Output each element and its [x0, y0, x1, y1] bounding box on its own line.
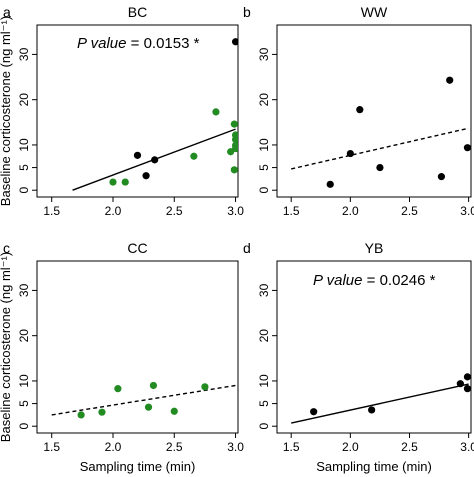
data-point — [310, 408, 318, 416]
data-point — [230, 166, 238, 174]
data-point — [356, 106, 364, 114]
x-tick-label: 2.0 — [105, 440, 122, 454]
regression-line — [51, 384, 236, 416]
data-point — [437, 173, 446, 181]
data-point — [368, 406, 376, 414]
x-tick-label: 1.5 — [43, 204, 60, 218]
p-value-annotation: P value = 0.0246 * — [313, 272, 436, 289]
data-point — [230, 120, 238, 128]
panel-letter: d — [243, 240, 251, 256]
data-point — [190, 152, 198, 160]
plot-frame — [36, 24, 239, 198]
x-tick-label: 2.5 — [166, 204, 183, 218]
x-tick-label: 1.5 — [283, 204, 300, 218]
y-tick-label: 20 — [17, 93, 31, 107]
panel-letter: a — [3, 4, 11, 20]
y-tick-label: 20 — [17, 329, 31, 343]
data-point — [77, 411, 85, 419]
y-tick-label: 0 — [17, 423, 31, 430]
y-tick-label: 5 — [17, 164, 31, 171]
data-point — [170, 407, 178, 415]
y-tick-label: 10 — [257, 138, 271, 152]
panel-d: d YB 1.5 2.0 2.5 3.0 0 5 10 20 30 P value = 0.0246 … — [243, 240, 474, 454]
y-tick-label: 0 — [257, 187, 271, 194]
data-point — [231, 141, 238, 149]
panel-title: YB — [365, 240, 384, 256]
panel-title: CC — [127, 240, 147, 256]
x-tick-label: 1.5 — [283, 440, 300, 454]
x-tick-label: 2.5 — [401, 204, 418, 218]
data-point — [144, 403, 153, 411]
y-tick-label: 5 — [257, 164, 271, 171]
data-point — [212, 108, 220, 116]
p-value-annotation: P value = 0.0153 * — [77, 35, 200, 52]
data-point — [456, 380, 464, 388]
panel-a: a BC 1.5 2.0 2.5 3.0 0 5 10 20 30 P value = 0.0153 … — [3, 4, 244, 218]
x-tick-label: 3.0 — [227, 204, 244, 218]
y-tick-label: 5 — [17, 400, 31, 407]
panel-title: BC — [128, 4, 147, 20]
x-tick-label: 2.0 — [105, 204, 122, 218]
x-tick-label: 3.0 — [227, 440, 244, 454]
y-tick-label: 10 — [17, 374, 31, 388]
data-point — [201, 383, 209, 391]
regression-line — [291, 127, 469, 170]
plot-frame — [276, 24, 472, 198]
x-tick-label: 2.0 — [342, 440, 359, 454]
y-tick-label: 10 — [17, 138, 31, 152]
plot-frame — [36, 260, 239, 434]
data-point — [151, 156, 159, 164]
data-point — [231, 38, 238, 46]
panel-title: WW — [361, 4, 388, 20]
y-tick-label: 10 — [257, 374, 271, 388]
y-tick-label: 30 — [17, 283, 31, 297]
data-point — [109, 178, 117, 186]
panel-letter: b — [243, 4, 251, 20]
y-axis-title-top: Baseline corticosterone (ng ml⁻¹) — [0, 16, 13, 206]
x-tick-label: 2.0 — [342, 204, 359, 218]
panel-c: c CC 1.5 2.0 2.5 3.0 0 5 10 20 30 — [3, 240, 244, 454]
panel-b: b WW 1.5 2.0 2.5 3.0 0 5 10 20 30 — [243, 4, 474, 218]
data-point — [114, 385, 122, 393]
x-tick-label: 1.5 — [43, 440, 60, 454]
plot-frame — [276, 260, 472, 434]
data-point — [446, 76, 454, 84]
y-tick-label: 30 — [17, 47, 31, 61]
panel-letter: c — [3, 240, 10, 256]
data-point — [121, 178, 129, 186]
x-tick-label: 2.5 — [166, 440, 183, 454]
x-tick-label: 3.0 — [460, 440, 474, 454]
x-tick-label: 3.0 — [460, 204, 474, 218]
x-axis-title-right: Sampling time (min) — [316, 459, 432, 474]
data-point — [98, 408, 106, 416]
regression-line — [291, 383, 469, 424]
y-tick-label: 20 — [257, 329, 271, 343]
y-tick-label: 30 — [257, 283, 271, 297]
x-tick-label: 2.5 — [401, 440, 418, 454]
data-point — [376, 163, 384, 172]
x-axis-title-left: Sampling time (min) — [80, 459, 196, 474]
data-point — [346, 149, 354, 158]
y-tick-label: 0 — [257, 423, 271, 430]
data-point — [463, 385, 471, 393]
y-tick-label: 0 — [17, 187, 31, 194]
data-point — [326, 180, 334, 188]
data-point — [149, 381, 158, 390]
y-axis-title-bottom: Baseline corticosterone (ng ml⁻¹) — [0, 252, 13, 442]
data-point — [463, 373, 471, 381]
y-tick-label: 30 — [257, 47, 271, 61]
y-tick-label: 20 — [257, 93, 271, 107]
y-tick-label: 5 — [257, 400, 271, 407]
data-point — [142, 172, 150, 180]
data-point — [133, 151, 142, 159]
data-point — [231, 135, 238, 144]
data-point — [463, 144, 471, 152]
